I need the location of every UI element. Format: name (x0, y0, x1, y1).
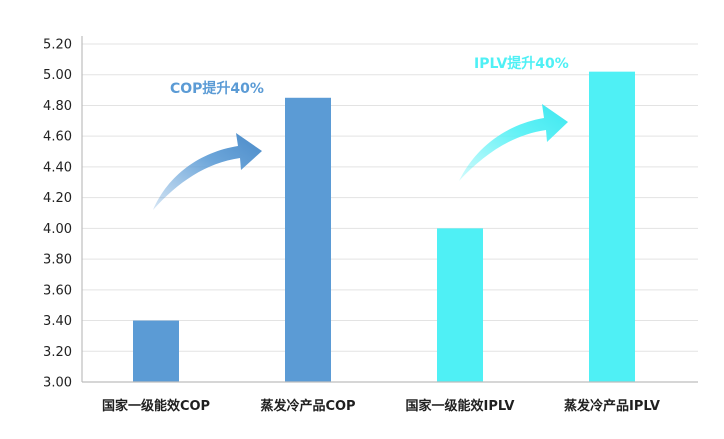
iplv-growth-arrow (459, 104, 568, 181)
annotations: COP提升40% IPLV提升40% (170, 55, 569, 97)
y-tick-label: 3.40 (43, 314, 72, 329)
x-category-label: 国家一级能效COP (102, 398, 210, 414)
y-tick-label: 4.20 (43, 191, 72, 206)
y-tick-label: 4.80 (43, 99, 72, 114)
x-category-label: 蒸发冷产品COP (260, 398, 355, 414)
y-tick-label: 3.00 (43, 376, 72, 391)
y-tick-label: 4.60 (43, 130, 72, 145)
y-tick-label: 3.80 (43, 253, 72, 268)
bar-1 (133, 320, 179, 382)
bar-3 (437, 228, 483, 382)
bar-2 (285, 97, 331, 382)
x-category-label: 蒸发冷产品IPLV (564, 398, 660, 414)
bar-4 (589, 71, 635, 383)
y-tick-label: 4.40 (43, 160, 72, 175)
y-tick-label: 3.20 (43, 345, 72, 360)
y-tick-label: 5.20 (43, 38, 72, 53)
cop-annotation: COP提升40% (170, 80, 264, 97)
x-category-label: 国家一级能效IPLV (406, 398, 515, 414)
axes (81, 36, 698, 383)
growth-arrows (153, 104, 568, 210)
y-tick-label: 3.60 (43, 283, 72, 298)
y-tick-labels: 3.00 3.20 3.40 3.60 3.80 4.00 4.20 4.40 4.60 4.80… (43, 38, 72, 391)
x-category-labels: 国家一级能效COP 蒸发冷产品COP 国家一级能效IPLV 蒸发冷产品IPLV (102, 398, 660, 414)
cop-growth-arrow (153, 133, 262, 210)
bars (133, 71, 635, 383)
y-tick-label: 5.00 (43, 68, 72, 83)
iplv-annotation: IPLV提升40% (474, 55, 569, 72)
y-tick-label: 4.00 (43, 222, 72, 237)
